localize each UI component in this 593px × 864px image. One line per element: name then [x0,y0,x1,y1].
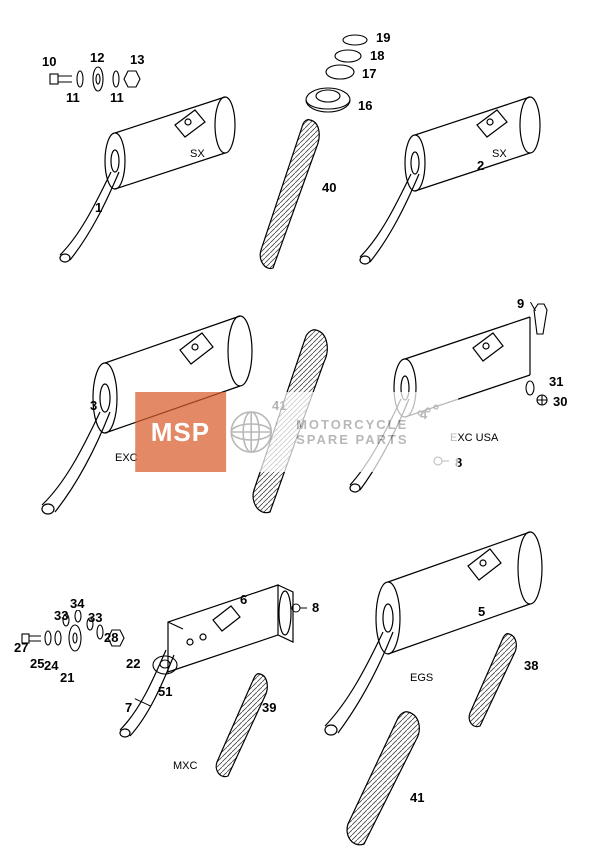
grommet-51 [150,652,182,683]
label-exc: EXC [115,452,138,464]
callout-8a: 8 [455,455,462,470]
label-sx-2: SX [492,148,507,160]
silencer-sx-1 [55,95,265,295]
callout-16: 16 [358,98,372,113]
callout-41b: 41 [410,790,424,805]
callout-41a: 41 [272,398,286,413]
callout-33a: 33 [54,608,68,623]
label-mxc: MXC [173,760,197,772]
rivet-8a [432,453,452,474]
glasswool-39 [212,672,277,787]
callout-18: 18 [370,48,384,63]
callout-12: 12 [90,50,104,65]
glasswool-41b [342,710,432,855]
callout-25: 25 [30,656,44,671]
callout-38: 38 [524,658,538,673]
callout-1: 1 [95,200,102,215]
callout-21: 21 [60,670,74,685]
callout-8b: 8 [312,600,319,615]
diagram-canvas: { "watermark": { "msp": "MSP", "right": … [0,0,593,864]
callout-17: 17 [362,66,376,81]
callout-40: 40 [322,180,336,195]
callout-3: 3 [90,398,97,413]
callout-34: 34 [70,596,84,611]
callout-31: 31 [549,374,563,389]
callout-5: 5 [478,604,485,619]
callout-24: 24 [44,658,58,673]
glasswool-41a [248,328,340,523]
callout-7: 7 [125,700,132,715]
callout-30: 30 [553,394,567,409]
callout-11a: 11 [66,90,80,105]
label-exc-usa: EXC USA [450,432,498,444]
callout-4: 4 [420,407,427,422]
silencer-sx-2 [355,95,570,295]
callout-28: 28 [104,630,118,645]
callout-11b: 11 [110,90,124,105]
callout-10: 10 [42,54,56,69]
glasswool-40 [255,118,330,278]
label-sx-1: SX [190,148,205,160]
callout-19: 19 [376,30,390,45]
callout-33b: 33 [88,610,102,625]
callout-27: 27 [14,640,28,655]
rivet-8b [290,600,310,621]
glasswool-38 [465,632,525,737]
callout-6: 6 [240,592,247,607]
callout-13: 13 [130,52,144,67]
silencer-exc-usa [345,315,560,530]
label-egs: EGS [410,672,433,684]
callout-9: 9 [517,296,524,311]
callout-51: 51 [158,684,172,699]
callout-2: 2 [477,158,484,173]
callout-39: 39 [262,700,276,715]
callout-22: 22 [126,656,140,671]
